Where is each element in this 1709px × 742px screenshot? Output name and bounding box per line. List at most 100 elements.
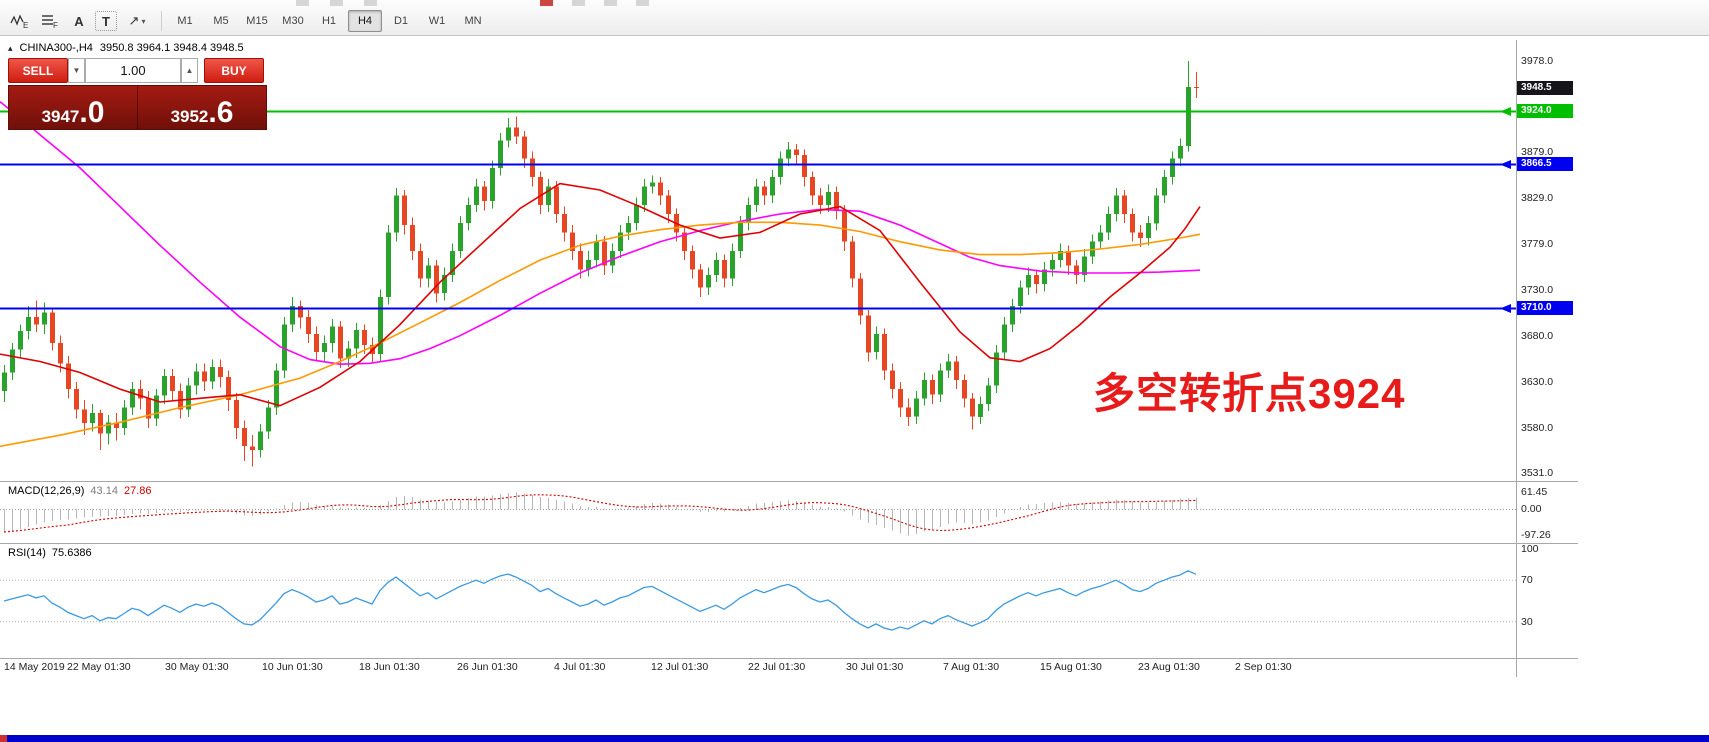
candle-body	[1042, 269, 1047, 284]
panel-separator[interactable]	[0, 481, 1578, 482]
candle-body	[434, 265, 439, 294]
rsi-header: RSI(14) 75.6386	[8, 547, 92, 559]
slow-ma-magenta	[0, 100, 1201, 366]
time-axis-label: 15 Aug 01:30	[1040, 661, 1102, 673]
candle-body	[378, 297, 383, 355]
chart-annotation-text: 多空转折点3924	[1093, 370, 1406, 417]
rsi-panel[interactable]	[0, 544, 1516, 657]
indicator-pattern-icon[interactable]: E	[5, 9, 33, 33]
price-tick-label: 3680.0	[1521, 329, 1554, 342]
candle-body	[450, 250, 455, 275]
clipped-icon-fragment	[636, 0, 649, 6]
candle-body	[210, 367, 215, 382]
candle-body	[442, 274, 447, 294]
candle-body	[1186, 86, 1191, 146]
price-tick-label: 3531.0	[1521, 467, 1554, 479]
candle-body	[546, 186, 551, 205]
timeframe-button-m30[interactable]: M30	[282, 15, 304, 27]
text-box-t-icon[interactable]: T	[95, 11, 117, 31]
time-axis-label: 22 May 01:30	[67, 661, 131, 673]
candle-body	[538, 177, 543, 205]
panel-separator[interactable]	[0, 543, 1578, 544]
bid-ask-quote-panel[interactable]: 3947 .0 3952 .6	[8, 85, 267, 130]
candle-body	[914, 398, 919, 417]
arrow-tool-icon[interactable]: ↗ ▾	[119, 9, 155, 33]
macd-axis-label: 61.45	[1521, 486, 1548, 499]
timeframe-button-m15[interactable]: M15	[246, 15, 268, 27]
candle-body	[898, 389, 903, 408]
candle-body	[298, 306, 303, 318]
bid-int: 3947	[41, 107, 80, 126]
candle-body	[506, 127, 511, 141]
level-price-tag: 3924.0	[1517, 103, 1573, 118]
bid-frac: .0	[79, 95, 105, 129]
price-tick-label: 3779.0	[1521, 238, 1554, 251]
sell-button[interactable]: SELL	[8, 58, 68, 83]
collapse-chart-icon[interactable]: ▴	[8, 42, 13, 53]
text-label-a-icon[interactable]: A	[74, 13, 84, 29]
bid-price[interactable]: 3947 .0	[9, 86, 137, 129]
candle-body	[818, 195, 823, 205]
candle-body	[858, 278, 863, 316]
candle-body	[186, 385, 191, 410]
macd-header: MACD(12,26,9) 43.14 27.86	[8, 485, 151, 497]
timeframe-button-mn[interactable]: MN	[464, 15, 482, 27]
timeframe-button-w1[interactable]: W1	[428, 15, 446, 27]
line-arrow-icon	[1500, 160, 1511, 169]
candle-body	[578, 250, 583, 270]
candle-body	[906, 407, 911, 417]
line-arrow-icon	[1500, 107, 1511, 116]
price-scale[interactable]: 3978.0 3879.0 3829.0 3779.0 3730.0 3680.0 3630…	[1517, 40, 1579, 677]
time-axis-label: 18 Jun 01:30	[359, 661, 420, 673]
price-axis-border	[1516, 40, 1517, 677]
grid-list-icon[interactable]: F	[35, 9, 63, 33]
price-tick-label: 3978.0	[1521, 55, 1554, 67]
rsi-title: RSI(14)	[8, 547, 46, 559]
candle-body	[682, 232, 687, 251]
candle-body	[130, 389, 135, 408]
candle-body	[706, 274, 711, 288]
timeframe-button-h4[interactable]: H4	[348, 10, 382, 32]
timeframe-button-d1[interactable]: D1	[393, 15, 409, 27]
candle-body	[762, 186, 767, 196]
timeframe-group: M1 M5 M15 M30 H1 H4 D1 W1 MN	[167, 10, 491, 32]
toolbar: E F A T ↗ ▾ M1 M5 M15 M30 H1 H4 D1 W1 MN	[0, 0, 1709, 36]
current-price-tag: 3948.5	[1517, 81, 1573, 96]
time-scale[interactable]: 14 May 2019 22 May 01:30 30 May 01:30 10 Ju…	[0, 661, 1578, 677]
candle-body	[34, 317, 39, 325]
timeframe-button-h1[interactable]: H1	[321, 15, 337, 27]
candle-body	[266, 407, 271, 432]
candle-body	[82, 409, 87, 424]
volume-input[interactable]	[85, 58, 181, 83]
candle-body	[1138, 232, 1143, 238]
candle-body	[970, 398, 975, 417]
volume-increase-button[interactable]: ▲	[181, 58, 198, 83]
timeframe-button-m5[interactable]: M5	[213, 15, 229, 27]
candle-body	[1130, 214, 1135, 233]
candle-body	[322, 343, 327, 353]
candle-body	[154, 395, 159, 419]
macd-panel[interactable]	[0, 482, 1516, 542]
ask-price[interactable]: 3952 .6	[138, 86, 266, 129]
time-axis-label: 30 May 01:30	[165, 661, 229, 673]
candle-body	[890, 370, 895, 390]
candle-body	[466, 204, 471, 224]
time-axis-label: 2 Sep 01:30	[1235, 661, 1292, 673]
candle-body	[18, 331, 23, 350]
buy-button[interactable]: BUY	[204, 58, 264, 83]
candle-body	[634, 204, 639, 224]
macd-title: MACD(12,26,9)	[8, 485, 85, 497]
candle-body	[1026, 274, 1031, 288]
candle-body	[994, 352, 999, 386]
volume-decrease-button[interactable]: ▼	[68, 58, 85, 83]
timeframe-button-m1[interactable]: M1	[177, 15, 193, 27]
candle-body	[610, 250, 615, 266]
candle-body	[714, 260, 719, 275]
candle-body	[402, 195, 407, 226]
candle-body	[1146, 223, 1151, 238]
candle-body	[258, 431, 263, 450]
candle-body	[98, 413, 103, 434]
candle-body	[562, 214, 567, 233]
candle-body	[834, 191, 839, 211]
candle-body	[650, 182, 655, 187]
